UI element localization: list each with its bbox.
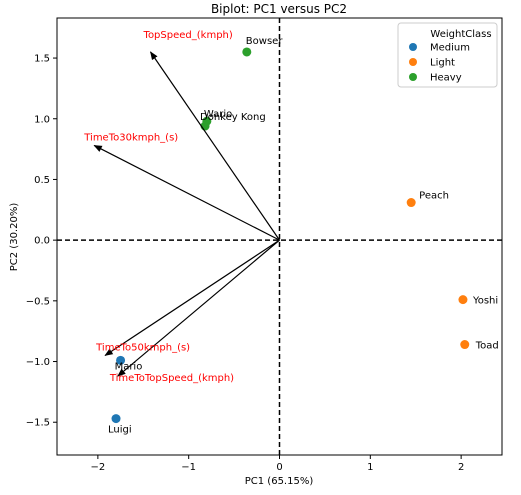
data-point <box>406 198 416 208</box>
legend-box <box>397 22 498 88</box>
y-tick-label: −1.0 <box>26 357 50 368</box>
loading-label: TopSpeed_(kmph) <box>143 30 233 41</box>
y-tick-label: −0.5 <box>26 296 50 307</box>
y-tick-label: 1.5 <box>34 54 50 65</box>
x-tick-label: −1 <box>181 462 196 473</box>
legend-marker <box>409 43 417 51</box>
data-point <box>242 47 252 57</box>
loading-label: TimeTo30kmph_(s) <box>83 132 178 143</box>
legend-marker <box>409 73 417 81</box>
data-point <box>460 340 470 350</box>
data-point <box>111 414 121 424</box>
x-tick-label: −2 <box>90 462 105 473</box>
point-label: Donkey Kong <box>200 112 266 123</box>
point-label: Toad <box>475 341 499 352</box>
y-tick-label: 1.0 <box>34 114 50 125</box>
loading-arrow <box>93 144 280 241</box>
y-tick-label: −1.5 <box>26 418 50 429</box>
legend-label: Light <box>430 58 455 69</box>
loading-arrow <box>150 51 280 241</box>
x-tick-label: 2 <box>458 462 464 473</box>
point-label: Wario <box>204 109 232 120</box>
plot-frame <box>56 17 503 456</box>
data-point <box>458 295 468 305</box>
x-axis-label: PC1 (65.15%) <box>245 476 314 487</box>
legend-label: Medium <box>430 43 470 54</box>
legend-label: Heavy <box>430 73 462 84</box>
loading-arrow <box>104 239 280 356</box>
legend-title: WeightClass <box>430 29 491 40</box>
legend: WeightClass Medium Light Heavy <box>397 22 498 88</box>
loading-label: TimeTo50kmph_(s) <box>95 342 190 353</box>
y-axis-label: PC2 (30.20%) <box>9 203 20 272</box>
x-tick-label: 0 <box>276 462 282 473</box>
point-label: Luigi <box>108 425 132 436</box>
point-label: Yoshi <box>472 296 498 307</box>
data-point <box>116 355 126 365</box>
point-label: Peach <box>419 191 449 202</box>
loading-label: TimeToTopSpeed_(kmph) <box>109 373 234 384</box>
point-label: Mario <box>115 361 143 372</box>
chart-title: Biplot: PC1 versus PC2 <box>211 2 347 16</box>
point-label: Bowser <box>246 36 284 47</box>
x-tick-label: 1 <box>367 462 373 473</box>
y-tick-label: 0.0 <box>34 236 50 247</box>
legend-marker <box>409 58 417 66</box>
y-tick-label: 0.5 <box>34 175 50 186</box>
loading-arrow <box>117 239 280 377</box>
